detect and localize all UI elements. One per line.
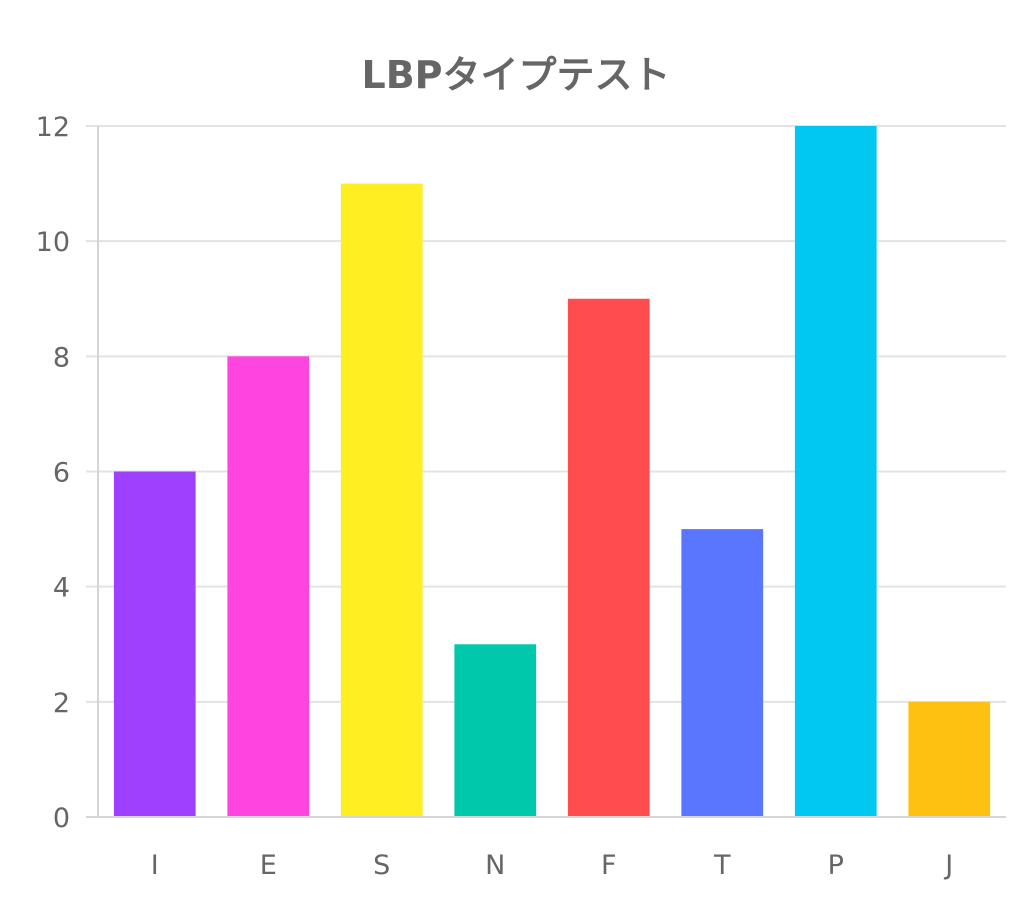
bar-S[interactable]: [340, 183, 423, 818]
bar-T[interactable]: [681, 529, 764, 817]
x-tick-label: I: [151, 850, 159, 881]
bar-N[interactable]: [454, 644, 537, 817]
y-tick-label: 6: [53, 458, 70, 489]
x-tick-label: J: [943, 850, 953, 881]
bar-I[interactable]: [113, 471, 196, 818]
x-tick-label: P: [828, 850, 844, 881]
x-tick-label: N: [485, 850, 505, 881]
bar-J[interactable]: [908, 701, 991, 817]
y-tick-label: 8: [53, 342, 70, 373]
y-tick-label: 12: [36, 112, 70, 143]
chart-title: LBPタイプテスト: [361, 53, 670, 97]
x-tick-label: S: [373, 850, 390, 881]
bars: [113, 126, 991, 818]
x-tick-label: F: [601, 850, 617, 881]
bar-E[interactable]: [227, 356, 310, 817]
y-tick-label: 0: [53, 803, 70, 834]
x-tick-label: T: [713, 850, 731, 881]
y-tick-label: 4: [53, 573, 70, 604]
y-tick-label: 10: [36, 227, 70, 258]
bar-F[interactable]: [567, 298, 650, 817]
y-tick-label: 2: [53, 688, 70, 719]
x-tick-label: E: [260, 850, 277, 881]
y-axis-ticks: 0 2 4 6 8 10 12: [36, 112, 70, 834]
bar-P[interactable]: [794, 126, 877, 817]
axes: [86, 126, 1006, 818]
